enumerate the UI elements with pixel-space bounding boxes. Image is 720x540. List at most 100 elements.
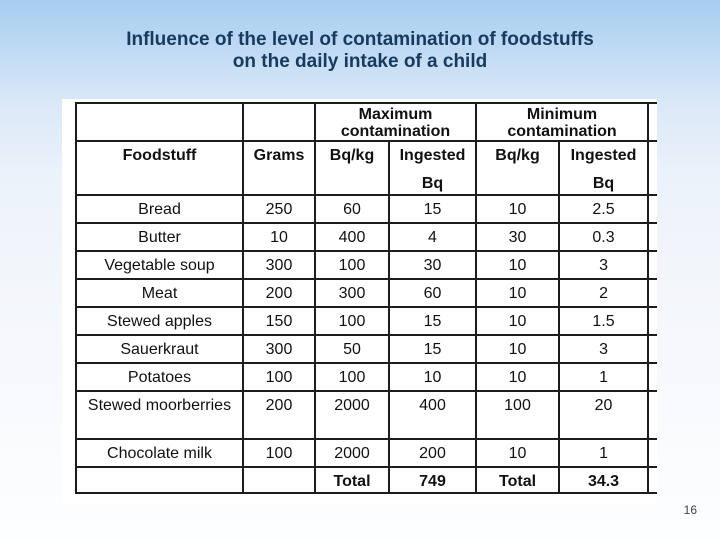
cropped-column-cell xyxy=(647,334,657,364)
max-ingested-column-header: Ingested Bq xyxy=(387,140,478,196)
min-bqkg-cell: 30 xyxy=(475,222,561,252)
min-bqkg-column-header: Bq/kg xyxy=(475,140,561,196)
min-bqkg-cell: 10 xyxy=(475,278,561,308)
min-ingested-cell: 2 xyxy=(558,278,650,308)
max-total-label: Total xyxy=(314,466,390,494)
max-ingested-cell: 4 xyxy=(387,222,478,252)
ingested-label: Ingested xyxy=(570,147,637,164)
min-ingested-column-header: Ingested Bq xyxy=(558,140,650,196)
min-ingested-cell: 0.3 xyxy=(558,222,650,252)
table-row-butter: Butter 10 400 4 30 0.3 xyxy=(75,222,657,252)
grams-cell: 300 xyxy=(242,334,316,364)
empty-cell xyxy=(75,102,244,142)
min-total-label: Total xyxy=(475,466,561,494)
foodstuff-cell: Stewed moorberries xyxy=(75,390,244,440)
table-row-sauerkraut: Sauerkraut 300 50 15 10 3 xyxy=(75,334,657,364)
min-contamination-group-header: Minimum contamination xyxy=(475,102,650,142)
grams-cell: 100 xyxy=(242,438,316,468)
min-total-value: 34.3 xyxy=(558,466,650,494)
cropped-column-cell xyxy=(647,250,657,280)
bq-label: Bq xyxy=(592,175,615,192)
cropped-column-cell xyxy=(647,278,657,308)
slide-title-line-1: Influence of the level of contamination … xyxy=(126,29,594,50)
table-row-stewed-moorberries: Stewed moorberries 200 2000 400 100 20 xyxy=(75,390,657,440)
foodstuff-cell: Sauerkraut xyxy=(75,334,244,364)
min-ingested-cell: 3 xyxy=(558,250,650,280)
cropped-column-cell xyxy=(647,140,657,196)
max-ingested-cell: 60 xyxy=(387,278,478,308)
min-bqkg-cell: 10 xyxy=(475,438,561,468)
max-ingested-cell: 10 xyxy=(387,362,478,392)
bq-label: Bq xyxy=(421,175,444,192)
min-ingested-cell: 2.5 xyxy=(558,194,650,224)
page-number: 16 xyxy=(683,503,697,517)
min-bqkg-cell: 10 xyxy=(475,306,561,336)
max-contamination-group-header: Maximum contamination xyxy=(313,102,478,142)
foodstuff-cell: Vegetable soup xyxy=(75,250,244,280)
max-bqkg-column-header: Bq/kg xyxy=(314,140,390,196)
min-ingested-cell: 1.5 xyxy=(558,306,650,336)
max-total-value: 749 xyxy=(387,466,478,494)
min-bqkg-cell: 10 xyxy=(475,362,561,392)
empty-cell xyxy=(242,466,316,494)
cropped-column-cell xyxy=(647,222,657,252)
slide-title: Influence of the level of contamination … xyxy=(0,29,720,73)
table-row-vegetable-soup: Vegetable soup 300 100 30 10 3 xyxy=(75,250,657,280)
max-bqkg-cell: 400 xyxy=(314,222,390,252)
max-bqkg-cell: 100 xyxy=(314,306,390,336)
max-bqkg-cell: 2000 xyxy=(314,390,390,440)
min-ingested-cell: 1 xyxy=(558,438,650,468)
min-ingested-cell: 1 xyxy=(558,362,650,392)
max-ingested-cell: 15 xyxy=(387,194,478,224)
table-row-stewed-apples: Stewed apples 150 100 15 10 1.5 xyxy=(75,306,657,336)
foodstuff-cell: Butter xyxy=(75,222,244,252)
max-ingested-cell: 30 xyxy=(387,250,478,280)
group-header-row: Maximum contamination Minimum contaminat… xyxy=(75,102,657,142)
grams-cell: 300 xyxy=(242,250,316,280)
min-ingested-cell: 3 xyxy=(558,334,650,364)
max-ingested-cell: 200 xyxy=(387,438,478,468)
min-bqkg-cell: 10 xyxy=(475,250,561,280)
max-ingested-cell: 400 xyxy=(387,390,478,440)
grams-cell: 10 xyxy=(242,222,316,252)
cropped-column-cell xyxy=(647,306,657,336)
min-bqkg-cell: 100 xyxy=(475,390,561,440)
foodstuff-cell: Meat xyxy=(75,278,244,308)
min-bqkg-cell: 10 xyxy=(475,334,561,364)
foodstuff-cell: Potatoes xyxy=(75,362,244,392)
empty-cell xyxy=(242,102,316,142)
cropped-column-cell xyxy=(647,438,657,468)
foodstuff-cell: Stewed apples xyxy=(75,306,244,336)
table-row-bread: Bread 250 60 15 10 2.5 xyxy=(75,194,657,224)
total-row: Total 749 Total 34.3 xyxy=(75,466,657,494)
max-bqkg-cell: 60 xyxy=(314,194,390,224)
grams-cell: 200 xyxy=(242,390,316,440)
table-image-region: Maximum contamination Minimum contaminat… xyxy=(62,99,657,505)
foodstuff-contamination-table: Maximum contamination Minimum contaminat… xyxy=(75,102,657,494)
cropped-column-cell xyxy=(647,466,657,494)
slide-title-line-2: on the daily intake of a child xyxy=(232,51,488,72)
grams-column-header: Grams xyxy=(242,140,316,196)
grams-cell: 200 xyxy=(242,278,316,308)
min-bqkg-cell: 10 xyxy=(475,194,561,224)
max-bqkg-cell: 50 xyxy=(314,334,390,364)
ingested-label: Ingested xyxy=(399,147,466,164)
cropped-column-cell xyxy=(647,390,657,440)
min-ingested-cell: 20 xyxy=(558,390,650,440)
foodstuff-column-header: Foodstuff xyxy=(75,140,244,196)
table-row-meat: Meat 200 300 60 10 2 xyxy=(75,278,657,308)
table-row-chocolate-milk: Chocolate milk 100 2000 200 10 1 xyxy=(75,438,657,468)
foodstuff-cell: Chocolate milk xyxy=(75,438,244,468)
max-bqkg-cell: 300 xyxy=(314,278,390,308)
max-ingested-cell: 15 xyxy=(387,306,478,336)
max-bqkg-cell: 2000 xyxy=(314,438,390,468)
table-row-potatoes: Potatoes 100 100 10 10 1 xyxy=(75,362,657,392)
cropped-column-cell xyxy=(647,102,657,142)
column-header-row: Foodstuff Grams Bq/kg Ingested Bq Bq/kg … xyxy=(75,140,657,196)
cropped-column-cell xyxy=(647,194,657,224)
max-ingested-cell: 15 xyxy=(387,334,478,364)
cropped-column-cell xyxy=(647,362,657,392)
max-bqkg-cell: 100 xyxy=(314,250,390,280)
empty-cell xyxy=(75,466,244,494)
